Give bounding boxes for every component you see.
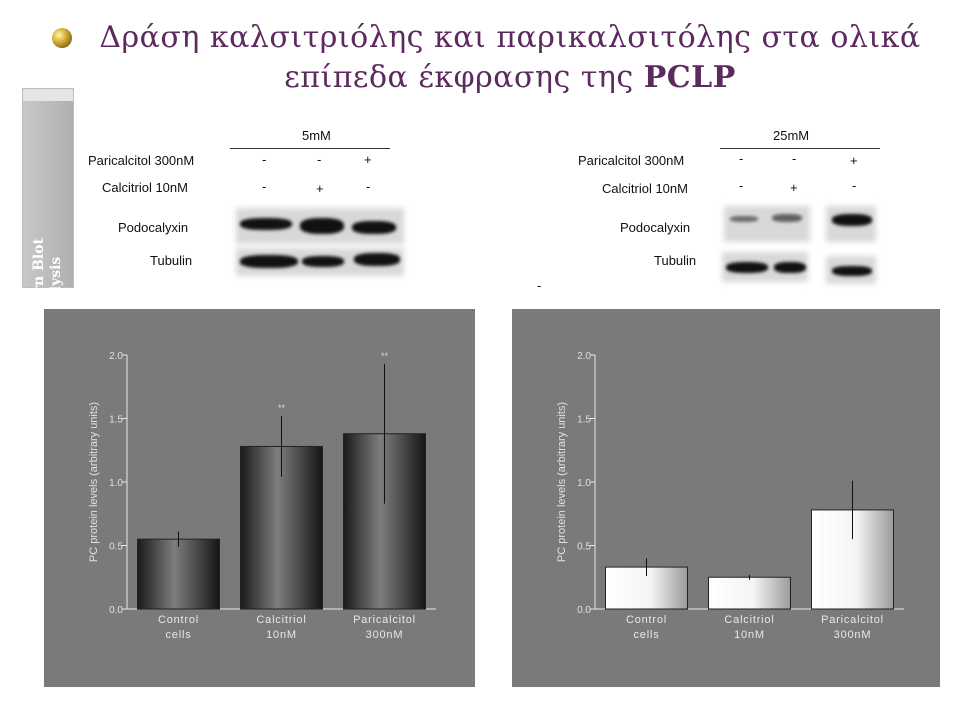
blot1-podocalyxin-band (352, 221, 396, 234)
blot1-header-line (230, 148, 390, 149)
western-blot-side-tab: Western Blot Analysis (22, 88, 74, 340)
x-tick-label: 10nM (266, 629, 297, 641)
blot2-podocalyxin-band (772, 214, 802, 222)
blot2-podocalyxin-band (832, 214, 872, 226)
y-axis-label: PC protein levels (arbitrary units) (556, 402, 568, 562)
blot1-concentration: 5mM (302, 128, 331, 143)
y-tick-label: 0.5 (109, 542, 123, 553)
blot2-row-paricalcitol-label: Paricalcitol 300nM (578, 153, 685, 168)
blot1-row-calcitriol-label: Calcitriol 10nM (102, 180, 188, 195)
x-tick-label: Calcitriol (724, 614, 774, 626)
y-tick-label: 2.0 (577, 351, 591, 362)
blot1-sign: + (364, 152, 372, 167)
blot1-tubulin-label: Tubulin (150, 253, 193, 268)
blot2-podocalyxin-label: Podocalyxin (620, 220, 691, 235)
bar (708, 576, 791, 610)
blot2-sign: - (739, 178, 744, 193)
blot2-sign: - (852, 178, 857, 193)
significance-label: ** (381, 351, 389, 361)
blot2-sign: + (850, 153, 858, 168)
blot2-sign: - (792, 151, 797, 166)
blot1-podocalyxin-label: Podocalyxin (118, 220, 189, 235)
title-line-2-text: επίπεδα έκφρασης της (284, 60, 644, 95)
side-tab-cap (23, 89, 73, 101)
bar (137, 538, 220, 610)
blot1-sign: - (366, 179, 371, 194)
blot1-tubulin-band (240, 255, 298, 268)
y-tick-label: 1.0 (577, 478, 591, 489)
blot2-podocalyxin-background (724, 206, 810, 242)
y-tick-label: 1.0 (109, 478, 123, 489)
blot1-sign: - (262, 179, 267, 194)
chart-panel-left: 0.0 0.5 1.0 1.5 2.0 PC protein levels (arbitr… (44, 309, 475, 687)
blot2-sign: - (739, 151, 744, 166)
y-tick-label: 1.5 (577, 415, 591, 426)
blot1-podocalyxin-band (240, 218, 292, 230)
x-tick-label: 10nM (734, 629, 765, 641)
y-tick-label: 0.5 (577, 542, 591, 553)
chart-right-svg: 0.0 0.5 1.0 1.5 2.0 PC protein levels (arbitr… (556, 351, 904, 641)
title-bullet-icon (52, 28, 72, 48)
blot2-row-calcitriol-label: Calcitriol 10nM (602, 181, 688, 196)
x-tick-label: Paricalcitol (821, 614, 884, 626)
title-pclp: PCLP (643, 60, 736, 95)
blot1-sign: - (317, 152, 322, 167)
title-line-1: Δράση καλσιτριόλης και παρικαλσιτόλης στ… (99, 20, 921, 55)
x-tick-label: Paricalcitol (353, 614, 416, 626)
x-tick-label: Calcitriol (256, 614, 306, 626)
chart-panel-right: 0.0 0.5 1.0 1.5 2.0 PC protein levels (arbitr… (512, 309, 940, 687)
blot1-sign: - (262, 152, 267, 167)
blot2-stray-mark: - (537, 278, 542, 293)
blot1-row-paricalcitol-label: Paricalcitol 300nM (88, 153, 195, 168)
y-axis-label: PC protein levels (arbitrary units) (88, 402, 100, 562)
blot1-tubulin-band (354, 253, 400, 266)
y-tick-label: 0.0 (109, 605, 123, 616)
blot1-tubulin-band (302, 256, 344, 267)
y-tick-label: 1.5 (109, 415, 123, 426)
slide-title: Δράση καλσιτριόλης και παρικαλσιτόλης στ… (80, 18, 940, 98)
y-tick-label: 2.0 (109, 351, 123, 362)
blot2-concentration: 25mM (773, 128, 810, 143)
blot2-sign: + (790, 180, 798, 195)
title-line-2: επίπεδα έκφρασης της PCLP (80, 58, 940, 98)
x-tick-label: 300nM (834, 629, 872, 641)
x-tick-label: cells (165, 629, 191, 641)
blot2-header-line (720, 148, 880, 149)
x-tick-label: 300nM (366, 629, 404, 641)
blot2-podocalyxin-band (730, 216, 758, 222)
significance-label: ** (278, 403, 286, 413)
blot2-tubulin-band (726, 262, 768, 273)
y-tick-label: 0.0 (577, 605, 591, 616)
blot2-tubulin-band (832, 266, 872, 276)
x-tick-label: Control (158, 614, 199, 626)
x-tick-label: cells (633, 629, 659, 641)
x-tick-label: Control (626, 614, 667, 626)
blot1-sign: + (316, 181, 324, 196)
chart-left-svg: 0.0 0.5 1.0 1.5 2.0 PC protein levels (arbitr… (88, 351, 436, 641)
blot2-tubulin-band (774, 262, 806, 273)
blot1-podocalyxin-band (300, 218, 344, 234)
blot2-tubulin-label: Tubulin (654, 253, 697, 268)
